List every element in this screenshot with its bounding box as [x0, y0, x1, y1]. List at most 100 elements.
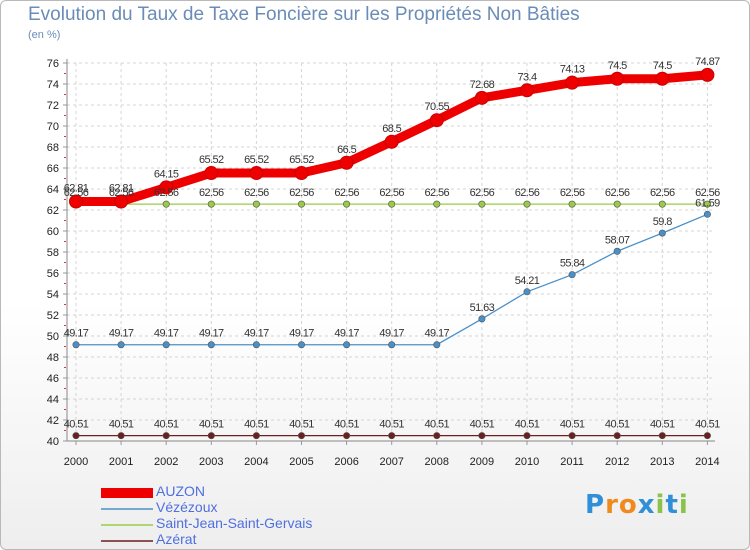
data-label-vezezoux: 49.17	[334, 328, 359, 340]
y-tick-label: 54	[47, 289, 59, 301]
data-label-auzon: 66.5	[337, 144, 356, 156]
data-label-saint-jean-saint-gervais: 62.56	[379, 187, 404, 199]
data-label-vezezoux: 49.17	[109, 328, 134, 340]
data-label-vezezoux: 49.17	[425, 328, 450, 340]
data-point-saint-jean-saint-gervais	[613, 200, 621, 208]
data-label-auzon: 68.5	[382, 123, 401, 135]
data-point-azerat	[433, 432, 441, 440]
data-label-vezezoux: 49.17	[289, 328, 314, 340]
y-tick-label: 50	[47, 331, 59, 343]
x-tick-label: 2011	[560, 456, 584, 468]
data-point-auzon	[520, 83, 534, 98]
x-tick-label: 2013	[650, 456, 674, 468]
data-label-azerat: 40.51	[154, 419, 179, 431]
logo-letter: P	[585, 490, 606, 520]
data-point-azerat	[72, 432, 80, 440]
y-tick-label: 42	[47, 415, 59, 427]
data-point-azerat	[343, 432, 351, 440]
data-label-auzon: 70.55	[425, 101, 450, 113]
y-tick-label: 64	[47, 184, 59, 196]
data-label-azerat: 40.51	[605, 419, 630, 431]
data-point-auzon	[159, 180, 174, 195]
y-tick-label: 44	[47, 394, 59, 406]
data-label-saint-jean-saint-gervais: 62.56	[560, 187, 585, 199]
data-label-vezezoux: 49.17	[64, 328, 89, 340]
y-tick-label: 76	[47, 58, 59, 70]
data-point-auzon	[384, 134, 399, 149]
data-label-azerat: 40.51	[199, 419, 224, 431]
y-tick-label: 74	[47, 79, 59, 91]
data-label-vezezoux: 51.63	[470, 302, 495, 314]
data-label-vezezoux: 49.17	[244, 328, 269, 340]
legend-label: Azérat	[156, 531, 197, 547]
data-point-auzon	[204, 166, 219, 181]
data-label-saint-jean-saint-gervais: 62.56	[425, 187, 450, 199]
data-point-vezezoux	[388, 341, 396, 349]
data-point-vezezoux	[207, 341, 215, 349]
data-label-vezezoux: 49.17	[199, 328, 224, 340]
legend-label: Vézézoux	[156, 499, 218, 515]
data-point-auzon	[69, 194, 83, 209]
data-point-auzon	[655, 71, 670, 86]
y-tick-label: 68	[47, 142, 59, 154]
data-point-azerat	[207, 432, 215, 440]
data-point-saint-jean-saint-gervais	[478, 200, 486, 208]
data-label-azerat: 40.51	[695, 419, 720, 431]
y-tick-label: 58	[47, 247, 59, 259]
data-label-azerat: 40.51	[470, 419, 495, 431]
data-point-auzon	[610, 71, 625, 86]
y-tick-label: 40	[47, 436, 59, 448]
y-tick-label: 48	[47, 352, 59, 364]
data-label-saint-jean-saint-gervais: 62.56	[605, 187, 630, 199]
logo-letter: i	[655, 490, 666, 520]
data-point-azerat	[297, 432, 305, 440]
data-point-vezezoux	[162, 341, 170, 349]
data-label-auzon: 74.5	[608, 60, 627, 72]
data-point-saint-jean-saint-gervais	[658, 200, 666, 208]
logo-letter: r	[605, 490, 619, 520]
x-tick-label: 2002	[154, 456, 178, 468]
data-label-auzon: 65.52	[244, 154, 269, 166]
data-label-azerat: 40.51	[64, 419, 89, 431]
x-tick-label: 2014	[695, 456, 719, 468]
data-label-saint-jean-saint-gervais: 62.56	[650, 187, 675, 199]
unit-label: (en %)	[28, 29, 61, 41]
logo-letter: i	[678, 490, 689, 520]
data-label-auzon: 74.5	[653, 60, 672, 72]
data-label-saint-jean-saint-gervais: 62.56	[199, 187, 224, 199]
x-tick-label: 2012	[605, 456, 629, 468]
data-point-auzon	[700, 67, 715, 82]
data-point-vezezoux	[117, 341, 125, 349]
x-tick-label: 2009	[470, 456, 494, 468]
y-tick-label: 60	[47, 226, 59, 238]
data-point-auzon	[565, 75, 580, 90]
data-point-azerat	[162, 432, 170, 440]
data-label-vezezoux: 54.21	[515, 275, 540, 287]
y-tick-label: 46	[47, 373, 59, 385]
data-label-auzon: 72.68	[470, 79, 495, 91]
data-point-vezezoux	[658, 229, 666, 237]
data-label-azerat: 40.51	[560, 419, 585, 431]
x-tick-label: 2004	[244, 456, 268, 468]
logo-letter: x	[637, 490, 656, 520]
data-label-auzon: 65.52	[199, 154, 224, 166]
data-label-auzon: 62.81	[64, 182, 89, 194]
grid	[67, 62, 715, 442]
data-label-vezezoux: 55.84	[560, 258, 585, 270]
data-label-saint-jean-saint-gervais: 62.56	[289, 187, 314, 199]
line-chart: 40 42 44 46 48 50 52 54 56 58 60 62 64 66 68 70 72 74 76 20…	[47, 56, 721, 468]
x-tick-label: 2007	[379, 456, 403, 468]
y-tick-label: 62	[47, 205, 59, 217]
data-point-azerat	[388, 432, 396, 440]
data-point-vezezoux	[252, 341, 260, 349]
data-point-saint-jean-saint-gervais	[433, 200, 441, 208]
data-label-auzon: 73.4	[517, 71, 536, 83]
data-point-azerat	[478, 432, 486, 440]
data-label-saint-jean-saint-gervais: 62.56	[244, 187, 269, 199]
y-tick-label: 72	[47, 100, 59, 112]
data-label-saint-jean-saint-gervais: 62.56	[64, 187, 89, 199]
logo-letter: o	[618, 490, 638, 520]
data-label-saint-jean-saint-gervais: 62.56	[695, 187, 720, 199]
data-point-vezezoux	[613, 247, 621, 255]
data-point-vezezoux	[703, 210, 711, 218]
